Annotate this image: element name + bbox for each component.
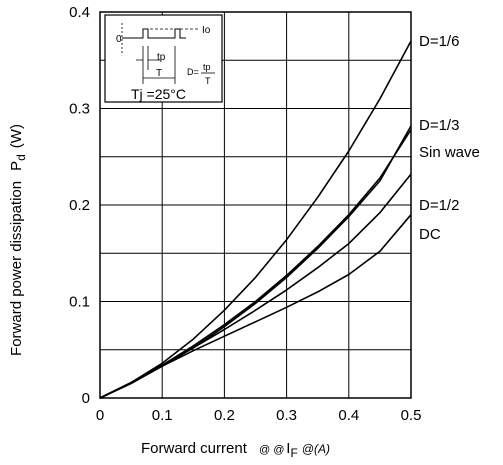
inset-tp-label: tp — [157, 52, 166, 63]
series-line-dc — [99, 214, 412, 399]
inset-temperature: Tj =25°C — [131, 86, 186, 102]
series-curves — [99, 40, 412, 399]
x-axis-symbol: I — [286, 440, 290, 457]
y-tick-label: 0 — [82, 390, 90, 407]
series-label: DC — [419, 226, 441, 243]
inset-formula-num: tp — [203, 62, 211, 72]
series-label: D=1/2 — [419, 197, 459, 214]
x-tick-label: 0 — [96, 407, 104, 424]
x-axis-unit: @(A) — [302, 442, 330, 456]
y-axis-symbol: P — [8, 161, 25, 171]
y-tick-label: 0.3 — [69, 101, 90, 118]
x-tick-label: 0.5 — [401, 407, 422, 424]
x-axis-subscript: F — [290, 446, 297, 460]
series-labels: D=1/6 D=1/3 Sin wave D=1/2 DC — [419, 33, 480, 243]
x-tick-label: 0.1 — [152, 407, 173, 424]
series-label: D=1/3 — [419, 117, 459, 134]
y-tick-label: 0.4 — [69, 4, 90, 21]
y-axis-subscript: d — [14, 154, 28, 161]
x-axis-title: Forward current @ @ IF @(A) — [141, 440, 330, 460]
waveform-inset: 0 Io tp T D= tp T Tj =25°C — [104, 14, 223, 103]
inset-formula-lhs: D= — [187, 67, 199, 77]
inset-waveform — [122, 28, 186, 39]
series-label: D=1/6 — [419, 33, 459, 50]
x-tick-labels: 0 0.1 0.2 0.3 0.4 0.5 — [96, 407, 422, 424]
series-line-d-1-6 — [99, 40, 412, 399]
inset-t-label: T — [156, 68, 162, 79]
y-tick-labels: 0 0.1 0.2 0.3 0.4 — [69, 4, 90, 407]
series-label: Sin wave — [419, 144, 480, 161]
y-tick-label: 0.2 — [69, 197, 90, 214]
inset-io-label: Io — [202, 25, 211, 36]
inset-formula-den: T — [205, 76, 211, 86]
x-tick-label: 0.4 — [338, 407, 359, 424]
y-tick-label: 0.1 — [69, 294, 90, 311]
x-tick-label: 0.3 — [276, 407, 297, 424]
x-axis-title-text: Forward current — [141, 440, 248, 457]
x-tick-label: 0.2 — [214, 407, 235, 424]
plot-frame — [99, 11, 412, 399]
series-line-d-1-2 — [99, 173, 412, 399]
x-axis-mark: @ @ — [259, 444, 284, 456]
inset-zero-label: 0 — [116, 34, 122, 45]
y-axis-title-text: Forward power dissipation — [8, 181, 25, 356]
y-axis-unit: (W) — [8, 124, 25, 148]
inset-frame — [104, 14, 223, 103]
y-axis-title: Forward power dissipation Pd (W) — [8, 124, 28, 356]
